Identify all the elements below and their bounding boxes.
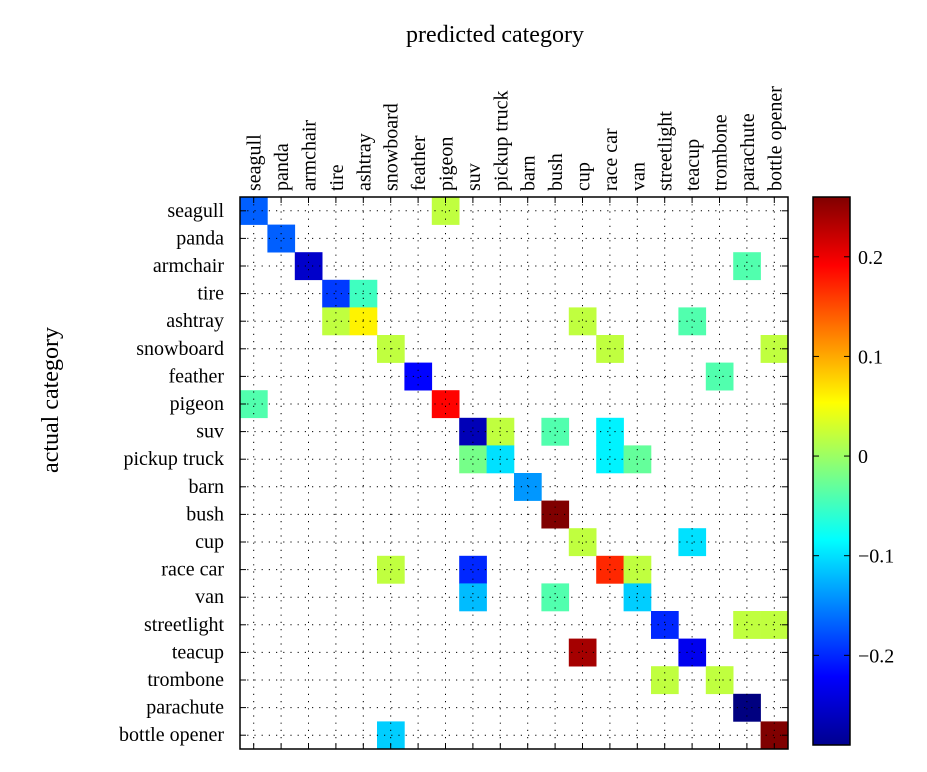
heatmap-cell (623, 583, 652, 612)
heatmap-cell (486, 417, 515, 446)
x-tick-label: tire (326, 164, 348, 191)
heatmap-cell (294, 252, 323, 281)
y-tick-label: pigeon (170, 393, 224, 415)
y-tick-label: bush (186, 503, 224, 525)
x-tick-label: race car (600, 128, 622, 191)
y-tick-label: race car (161, 559, 224, 581)
y-tick-label: pickup truck (123, 448, 224, 470)
y-tick-label: seagull (167, 200, 224, 222)
y-tick-label: suv (196, 421, 224, 443)
y-axis-title: actual category (38, 327, 64, 473)
y-tick-label: trombone (147, 669, 224, 691)
x-tick-label: suv (463, 163, 485, 191)
x-tick-label: van (627, 162, 649, 191)
heatmap-cell (568, 638, 597, 667)
heatmap-cell (322, 307, 350, 336)
x-tick-label: cup (573, 162, 595, 191)
heatmap-cell (568, 307, 597, 336)
y-tick-label: armchair (153, 255, 224, 277)
colorbar-tick-label: 0.1 (858, 346, 883, 368)
colorbar-tick-label: −0.2 (858, 645, 894, 667)
y-tick-labels: seagull panda armchair tire ashtray snowboard… (119, 200, 224, 746)
x-tick-label: snowboard (381, 103, 403, 191)
colorbar-tick-label: −0.1 (858, 546, 894, 568)
colorbar-tick-label: 0 (858, 446, 868, 468)
x-axis-title: predicted category (406, 22, 584, 48)
x-tick-label: pigeon (436, 137, 458, 191)
x-tick-label: trombone (710, 114, 732, 191)
y-tick-label: bottle opener (119, 724, 224, 746)
x-tick-label: bush (545, 153, 567, 191)
x-tick-label: armchair (299, 120, 321, 191)
x-tick-label: bottle opener (764, 86, 786, 191)
heatmap-cell (514, 473, 542, 501)
y-tick-label: tire (197, 283, 224, 305)
y-tick-label: streetlight (144, 614, 224, 636)
y-tick-label: parachute (146, 697, 224, 719)
colorbar-ticks: 0.2 0.1 0 −0.1 −0.2 (813, 247, 894, 667)
x-tick-label: parachute (737, 113, 759, 191)
colorbar-tick-label: 0.2 (858, 247, 883, 269)
x-tick-label: feather (408, 135, 430, 191)
heatmap-grid (240, 197, 788, 749)
y-tick-label: ashtray (166, 310, 224, 332)
x-tick-label: teacup (682, 139, 704, 191)
y-tick-label: van (195, 586, 224, 608)
plot-frame (239, 196, 789, 750)
heatmap-cell (705, 362, 734, 391)
y-tick-label: barn (188, 476, 224, 498)
heatmap-cells (240, 197, 789, 750)
y-tick-label: panda (176, 227, 224, 249)
y-tick-label: feather (168, 365, 224, 387)
y-tick-label: snowboard (136, 338, 224, 360)
y-tick-label: teacup (172, 641, 224, 663)
y-tick-label: cup (195, 531, 224, 553)
x-tick-label: pickup truck (490, 90, 512, 191)
x-tick-labels: seagull panda armchair tire ashtray snowboard… (244, 86, 787, 191)
x-tick-label: panda (271, 143, 293, 191)
x-tick-label: seagull (244, 134, 266, 191)
heatmap-cell (568, 528, 597, 557)
x-tick-label: ashtray (353, 133, 375, 191)
colorbar (812, 196, 851, 746)
x-tick-label: streetlight (655, 111, 677, 191)
x-tick-label: barn (518, 155, 540, 191)
